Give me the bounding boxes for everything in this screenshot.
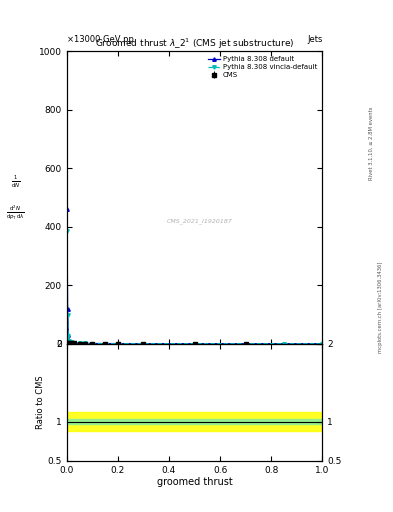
Pythia 8.308 vincia-default: [65, 228, 70, 234]
Pythia 8.308 vincia-default: [66, 333, 71, 339]
Text: Jets: Jets: [307, 34, 322, 44]
Pythia 8.308 vincia-default: [320, 340, 325, 347]
Pythia 8.308 vincia-default: [77, 340, 82, 347]
Pythia 8.308 vincia-default: [243, 340, 248, 347]
Text: $\frac{1}{\mathrm{d}N}$

$\frac{\mathrm{d}^2N}{\mathrm{d}p_\mathrm{T}\,\mathrm{d: $\frac{1}{\mathrm{d}N}$ $\frac{\mathrm{d…: [6, 174, 25, 221]
Text: CMS_2021_I1920187: CMS_2021_I1920187: [167, 218, 233, 224]
Pythia 8.308 default: [77, 340, 82, 347]
Pythia 8.308 default: [116, 340, 120, 347]
Pythia 8.308 default: [141, 340, 146, 347]
Pythia 8.308 vincia-default: [192, 340, 197, 347]
Pythia 8.308 vincia-default: [72, 340, 77, 346]
Pythia 8.308 default: [90, 340, 95, 347]
Text: Rivet 3.1.10, ≥ 2.8M events: Rivet 3.1.10, ≥ 2.8M events: [369, 106, 374, 180]
Line: Pythia 8.308 default: Pythia 8.308 default: [65, 207, 324, 346]
Line: Pythia 8.308 vincia-default: Pythia 8.308 vincia-default: [65, 229, 324, 346]
Pythia 8.308 vincia-default: [103, 340, 108, 347]
Pythia 8.308 vincia-default: [65, 311, 70, 317]
Legend: Pythia 8.308 default, Pythia 8.308 vincia-default, CMS: Pythia 8.308 default, Pythia 8.308 vinci…: [206, 55, 319, 80]
Pythia 8.308 default: [243, 340, 248, 347]
Pythia 8.308 vincia-default: [67, 338, 72, 344]
Pythia 8.308 default: [65, 306, 70, 312]
Pythia 8.308 vincia-default: [281, 340, 286, 347]
Pythia 8.308 default: [83, 340, 87, 347]
Pythia 8.308 default: [320, 340, 325, 347]
Text: ×13000 GeV pp: ×13000 GeV pp: [67, 34, 134, 44]
Pythia 8.308 vincia-default: [116, 340, 120, 347]
Pythia 8.308 vincia-default: [90, 340, 95, 347]
Y-axis label: Ratio to CMS: Ratio to CMS: [36, 375, 45, 429]
X-axis label: groomed thrust: groomed thrust: [157, 477, 232, 487]
Pythia 8.308 default: [103, 340, 108, 347]
Text: mcplots.cern.ch [arXiv:1306.3436]: mcplots.cern.ch [arXiv:1306.3436]: [378, 262, 383, 353]
Pythia 8.308 default: [65, 206, 70, 212]
Pythia 8.308 default: [68, 339, 73, 346]
Pythia 8.308 default: [70, 339, 74, 346]
Pythia 8.308 vincia-default: [141, 340, 146, 347]
Pythia 8.308 default: [66, 332, 71, 338]
Pythia 8.308 vincia-default: [70, 340, 74, 346]
Pythia 8.308 default: [67, 338, 72, 344]
Title: Groomed thrust $\lambda\_2^1$ (CMS jet substructure): Groomed thrust $\lambda\_2^1$ (CMS jet s…: [95, 37, 294, 51]
Pythia 8.308 default: [192, 340, 197, 347]
Pythia 8.308 default: [281, 340, 286, 347]
Pythia 8.308 vincia-default: [68, 339, 73, 346]
Pythia 8.308 vincia-default: [83, 340, 87, 347]
Pythia 8.308 default: [72, 340, 77, 346]
